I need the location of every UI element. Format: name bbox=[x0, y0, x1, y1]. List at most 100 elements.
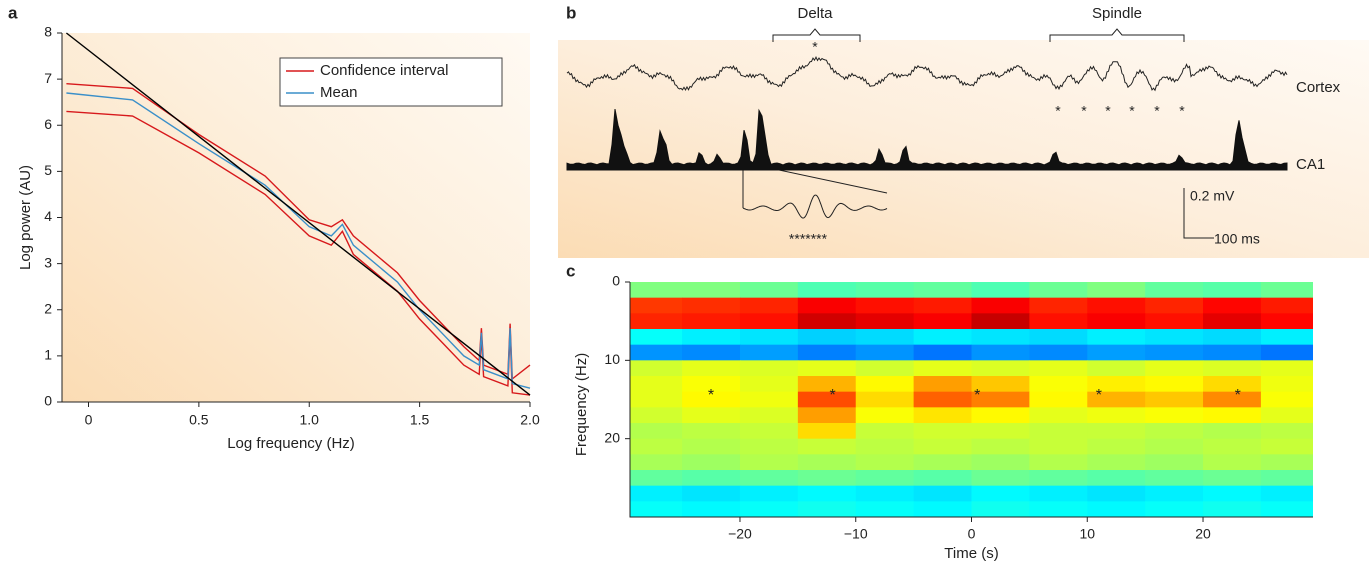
panel-label: c bbox=[566, 261, 575, 280]
heatmap-cell bbox=[1029, 282, 1088, 299]
marker: * bbox=[1081, 103, 1087, 119]
heatmap-cell bbox=[1203, 454, 1262, 471]
heatmap-cell bbox=[739, 485, 799, 502]
heatmap-cell bbox=[630, 313, 683, 330]
heatmap-cell bbox=[1145, 329, 1204, 346]
heatmap-cell bbox=[1203, 391, 1262, 408]
marker: * bbox=[1154, 103, 1160, 119]
heatmap-cell bbox=[1029, 360, 1088, 377]
marker: * bbox=[1129, 103, 1135, 119]
x-tick-label: 0 bbox=[85, 412, 93, 428]
heatmap-cell bbox=[630, 360, 683, 377]
heatmap-cell bbox=[630, 391, 683, 408]
cortex-trace bbox=[566, 56, 1288, 92]
heatmap-cell bbox=[1087, 470, 1146, 487]
marker: * bbox=[1105, 103, 1111, 119]
heatmap-cell bbox=[1260, 360, 1313, 377]
heatmap-cell bbox=[1260, 329, 1313, 346]
heatmap-cell bbox=[1029, 485, 1088, 502]
heatmap-cell bbox=[739, 313, 799, 330]
heatmap-cell bbox=[1029, 391, 1088, 408]
heatmap-cell bbox=[1260, 407, 1313, 424]
bracket bbox=[772, 28, 861, 42]
heatmap-cell bbox=[682, 454, 741, 471]
x-tick-label: 0.5 bbox=[189, 412, 209, 428]
heatmap-cell bbox=[1145, 313, 1204, 330]
heatmap-cell bbox=[630, 282, 683, 299]
heatmap-cell bbox=[855, 360, 915, 377]
heatmap-cell bbox=[630, 407, 683, 424]
heatmap-cell bbox=[1260, 297, 1313, 314]
y-tick-label: 8 bbox=[44, 24, 52, 40]
heatmap-cell bbox=[797, 454, 857, 471]
series-line bbox=[66, 92, 531, 389]
heatmap-cell bbox=[1029, 423, 1088, 440]
heatmap-cell bbox=[1260, 376, 1313, 393]
annotation: * bbox=[1235, 387, 1241, 404]
heatmap-cell bbox=[1087, 407, 1146, 424]
heatmap-cell bbox=[1260, 438, 1313, 455]
heatmap-cell bbox=[797, 344, 857, 361]
heatmap-cell bbox=[913, 297, 972, 314]
panel-label: a bbox=[8, 3, 18, 22]
heatmap-cell bbox=[1029, 438, 1088, 455]
heatmap-cell bbox=[855, 282, 915, 299]
heatmap-cell bbox=[739, 438, 799, 455]
heatmap-cell bbox=[1145, 454, 1204, 471]
heatmap bbox=[630, 282, 1313, 517]
heatmap-cell bbox=[1087, 454, 1146, 471]
y-tick-label: 10 bbox=[604, 351, 620, 367]
heatmap-cell bbox=[797, 329, 857, 346]
y-tick-label: 3 bbox=[44, 254, 52, 270]
heatmap-cell bbox=[739, 360, 799, 377]
marker: * bbox=[1055, 103, 1061, 119]
heatmap-cell bbox=[630, 329, 683, 346]
heatmap-cell bbox=[1087, 282, 1146, 299]
heatmap-cell bbox=[913, 407, 972, 424]
heatmap-cell bbox=[739, 423, 799, 440]
heatmap-cell bbox=[1145, 485, 1204, 502]
heatmap-cell bbox=[682, 485, 741, 502]
heatmap-cell bbox=[630, 344, 683, 361]
heatmap-cell bbox=[1145, 282, 1204, 299]
trace-label: CA1 bbox=[1296, 156, 1325, 173]
scale-bar bbox=[1183, 188, 1214, 239]
heatmap-cell bbox=[1260, 501, 1313, 517]
heatmap-cell bbox=[1087, 501, 1146, 517]
heatmap-cell bbox=[1087, 329, 1146, 346]
heatmap-cell bbox=[682, 438, 741, 455]
heatmap-cell bbox=[1029, 376, 1088, 393]
heatmap-cell bbox=[855, 391, 915, 408]
heatmap-cell bbox=[971, 360, 1030, 377]
heatmap-cell bbox=[971, 501, 1030, 517]
heatmap-cell bbox=[739, 470, 799, 487]
heatmap-cell bbox=[971, 470, 1030, 487]
heatmap-cell bbox=[739, 407, 799, 424]
series-line bbox=[65, 32, 531, 396]
marker: * bbox=[1179, 103, 1185, 119]
heatmap-cell bbox=[682, 391, 741, 408]
heatmap-cell bbox=[1029, 313, 1088, 330]
heatmap-cell bbox=[1087, 423, 1146, 440]
heatmap-cell bbox=[630, 485, 683, 502]
heatmap-cell bbox=[682, 282, 741, 299]
heatmap-cell bbox=[913, 438, 972, 455]
legend-box bbox=[279, 57, 503, 107]
legend-label: Mean bbox=[320, 84, 358, 101]
panel-label: b bbox=[566, 3, 576, 22]
heatmap-cell bbox=[1203, 423, 1262, 440]
heatmap-cell bbox=[1029, 407, 1088, 424]
heatmap-cell bbox=[971, 454, 1030, 471]
heatmap-cell bbox=[913, 501, 972, 517]
panel-b: Delta * Spindle * * * * * * Cortex CA1 *… bbox=[566, 5, 1341, 247]
heatmap-cell bbox=[1087, 360, 1146, 377]
heatmap-cell bbox=[630, 438, 683, 455]
heatmap-cell bbox=[1029, 329, 1088, 346]
y-tick-label: 20 bbox=[604, 429, 620, 445]
heatmap-cell bbox=[1203, 438, 1262, 455]
heatmap-cell bbox=[797, 470, 857, 487]
heatmap-cell bbox=[797, 313, 857, 330]
heatmap-cell bbox=[630, 376, 683, 393]
heatmap-cell bbox=[913, 485, 972, 502]
heatmap-cell bbox=[682, 470, 741, 487]
